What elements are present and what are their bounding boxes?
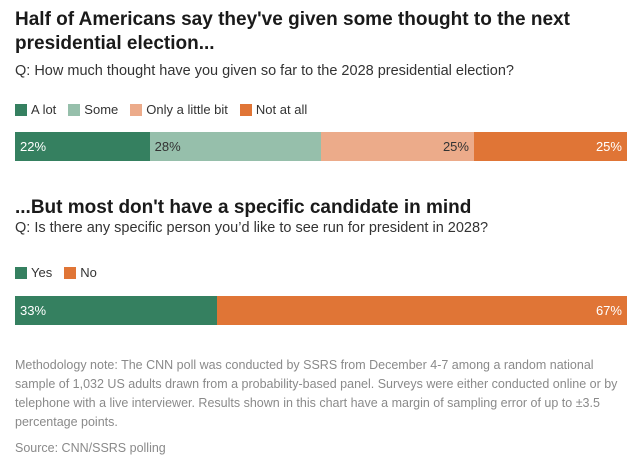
bar-segment: 33% (15, 296, 217, 325)
chart1-bar: 22% 28% 25% 25% (15, 132, 627, 161)
data-label: 22% (20, 139, 47, 154)
legend-item: Not at all (239, 102, 308, 117)
legend-swatch (15, 266, 27, 279)
chart2-title: ...But most don't have a specific candid… (15, 197, 472, 218)
legend-swatch (64, 266, 77, 279)
legend-label: No (80, 265, 97, 280)
legend-swatch (15, 103, 27, 116)
chart2-question: Q: Is there any specific person you’d li… (15, 220, 489, 236)
chart2-bar: 33% 67% (15, 296, 627, 325)
bar-segment: 22% (15, 132, 150, 161)
bar-segment: 67% (216, 296, 627, 325)
bar-segment: 28% (149, 132, 321, 161)
legend-item: No (64, 265, 97, 280)
data-label: 28% (154, 139, 181, 154)
legend-item: A lot (15, 102, 56, 117)
chart2-legend: Yes No (15, 265, 97, 280)
chart1-question: Q: How much thought have you given so fa… (15, 63, 514, 79)
legend-label: A lot (31, 102, 57, 117)
legend-item: Yes (15, 265, 52, 280)
data-label: 67% (595, 303, 622, 318)
methodology-note: Methodology note: The CNN poll was condu… (15, 358, 618, 429)
legend-swatch (239, 103, 252, 116)
legend-label: Some (84, 102, 119, 117)
bar-segment: 25% (473, 132, 627, 161)
data-label: 25% (442, 139, 469, 154)
legend-item: Only a little bit (130, 102, 228, 117)
data-label: 25% (595, 139, 622, 154)
legend-label: Only a little bit (146, 102, 228, 117)
data-label: 33% (20, 303, 47, 318)
bar-segment: 25% (320, 132, 474, 161)
legend-item: Some (68, 102, 118, 117)
legend-swatch (130, 103, 143, 116)
legend-label: Not at all (255, 102, 308, 117)
chart1-title: Half of Americans say they've given some… (15, 9, 570, 54)
legend-swatch (68, 103, 81, 116)
chart1-legend: A lot Some Only a little bit Not at all (15, 102, 307, 117)
legend-label: Yes (31, 265, 53, 280)
source: Source: CNN/SSRS polling (15, 441, 166, 455)
